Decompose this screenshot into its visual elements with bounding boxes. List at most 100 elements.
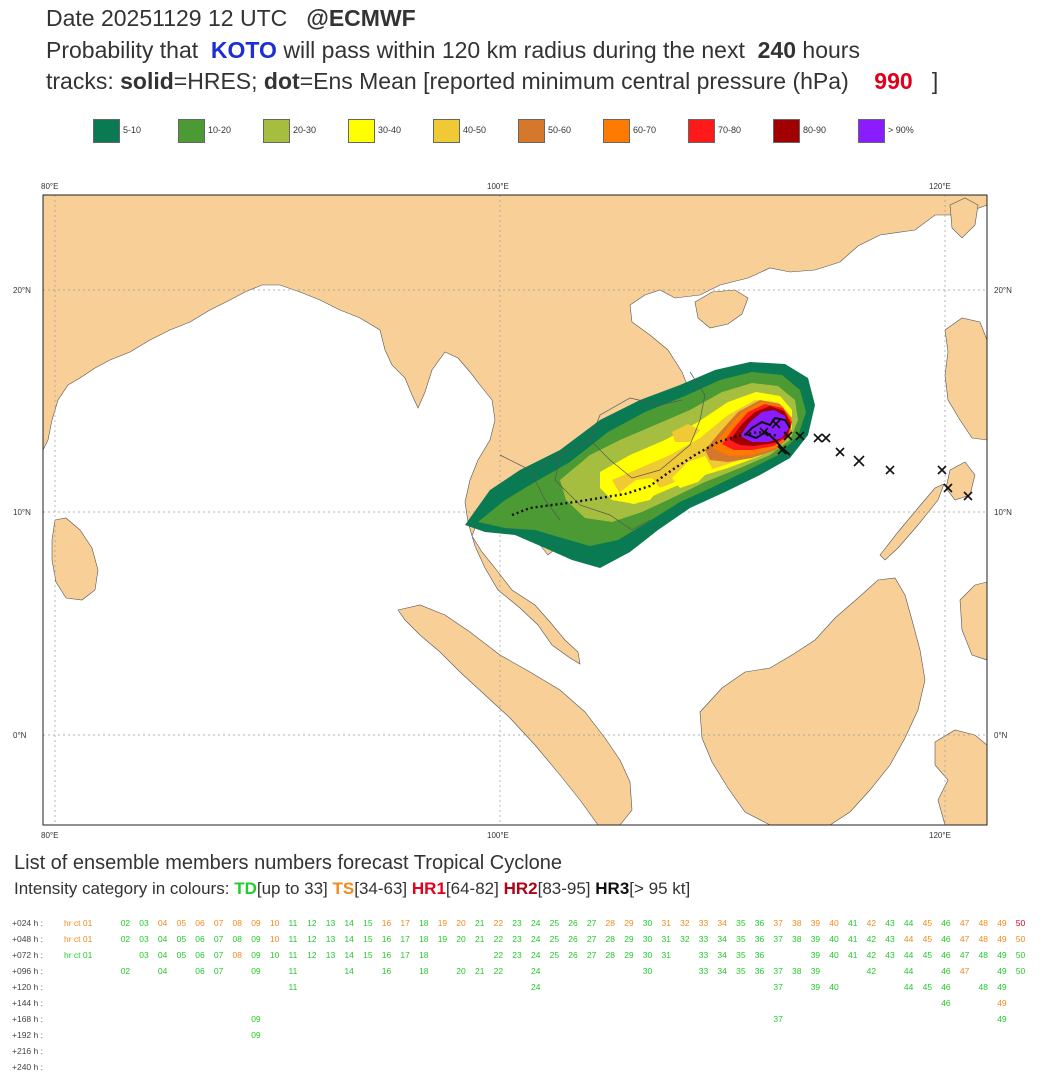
member-number: 40 (829, 918, 839, 928)
member-number: 24 (531, 934, 541, 944)
member-number: 09 (251, 918, 261, 928)
member-number: 39 (810, 950, 821, 960)
member-number: 05 (176, 950, 187, 960)
legend-label: > 90% (888, 125, 914, 135)
member-number: 46 (941, 918, 951, 928)
forecast-date: Date 20251129 12 UTC (46, 5, 288, 31)
member-number: 18 (419, 966, 429, 976)
member-number: 09 (251, 1014, 261, 1024)
member-number: 35 (736, 918, 746, 928)
member-number: 33 (698, 950, 709, 960)
member-number: 11 (288, 966, 298, 976)
member-number: 12 (307, 950, 317, 960)
member-number: 09 (251, 934, 261, 944)
member-number: 22 (493, 918, 504, 928)
member-number: 02 (120, 934, 131, 944)
member-number: 03 (139, 934, 149, 944)
member-number: 35 (736, 966, 746, 976)
member-number: 36 (754, 934, 765, 944)
legend-swatch (433, 119, 460, 143)
lon-label-80e-bottom: 80°E (41, 831, 58, 840)
member-number: 14 (344, 918, 354, 928)
member-number: 42 (866, 950, 877, 960)
member-number: 08 (232, 918, 242, 928)
legend-label: 20-30 (293, 125, 317, 135)
member-number: 20 (456, 918, 466, 928)
row-label: +048 h : (12, 934, 43, 944)
member-number: 25 (549, 950, 560, 960)
member-number: 44 (903, 934, 914, 944)
category-code: HR1 (411, 879, 446, 898)
member-number: 50 (1015, 918, 1026, 928)
member-number: hr ct 01 (64, 934, 93, 944)
member-number: 17 (400, 918, 410, 928)
ens-mean-track-dotted (511, 430, 779, 517)
member-number: 42 (866, 918, 877, 928)
member-number: 25 (549, 918, 560, 928)
legend-swatch (773, 119, 800, 143)
member-number: 10 (269, 934, 280, 944)
probability-field (465, 362, 815, 568)
member-number: 04 (157, 918, 168, 928)
member-number: hr ct 01 (64, 950, 93, 960)
lon-label-120e-bottom: 120°E (929, 831, 951, 840)
member-number: 45 (922, 982, 933, 992)
member-number: 28 (605, 918, 615, 928)
member-number: 13 (325, 950, 336, 960)
member-number: 47 (959, 966, 970, 976)
member-number: 44 (903, 918, 914, 928)
member-number: 37 (773, 982, 783, 992)
member-number: 09 (251, 966, 261, 976)
header-line-tracks: tracks: solid=HRES; dot=Ens Mean [report… (46, 68, 939, 94)
member-number: 21 (475, 966, 485, 976)
member-number: 13 (325, 934, 336, 944)
member-number: 17 (400, 950, 410, 960)
member-number: 26 (568, 918, 578, 928)
member-number: 16 (381, 934, 392, 944)
header-line-probability: Probability that KOTO will pass within 1… (46, 37, 860, 63)
member-number: 06 (195, 934, 205, 944)
member-number: 44 (903, 966, 914, 976)
member-number: 11 (288, 934, 298, 944)
member-number: 15 (363, 934, 373, 944)
min-pressure: 990 (874, 68, 913, 94)
land-palawan (879, 483, 945, 561)
member-number: 31 (661, 950, 671, 960)
legend-swatch (858, 119, 885, 143)
member-number: 29 (624, 950, 634, 960)
member-number: 44 (903, 950, 914, 960)
category-range: [up to 33] (256, 879, 328, 898)
country-borders (499, 371, 706, 531)
member-number: 47 (959, 934, 970, 944)
legend-swatch (93, 119, 120, 143)
member-number: 30 (642, 966, 653, 976)
member-number: 13 (325, 918, 336, 928)
member-number: 39 (810, 918, 821, 928)
member-number: 41 (848, 950, 858, 960)
member-number: 49 (997, 934, 1007, 944)
legend-label: 60-70 (633, 125, 657, 135)
member-number: hr ct 01 (64, 918, 93, 928)
category-code: TD (234, 879, 257, 898)
member-number: 30 (642, 918, 653, 928)
member-number: 27 (586, 934, 597, 944)
member-number: 47 (959, 950, 970, 960)
land-taiwan (949, 197, 979, 239)
category-range: [> 95 kt] (629, 879, 691, 898)
member-number: 23 (512, 918, 522, 928)
member-number: 06 (195, 950, 205, 960)
category-code: HR3 (595, 879, 630, 898)
legend-swatch (603, 119, 630, 143)
lat-label-10n-right: 10°N (994, 508, 1012, 517)
lon-label-120e: 120°E (929, 182, 951, 191)
member-number: 41 (848, 918, 858, 928)
legend-swatch (263, 119, 290, 143)
hres-track-solid (744, 416, 791, 456)
category-code: HR2 (503, 879, 538, 898)
legend-swatch (348, 119, 375, 143)
land-masses (43, 195, 987, 825)
member-number: 20 (456, 966, 466, 976)
lat-label-20n: 20°N (13, 286, 31, 295)
member-number: 14 (344, 934, 354, 944)
member-number: 34 (717, 950, 727, 960)
